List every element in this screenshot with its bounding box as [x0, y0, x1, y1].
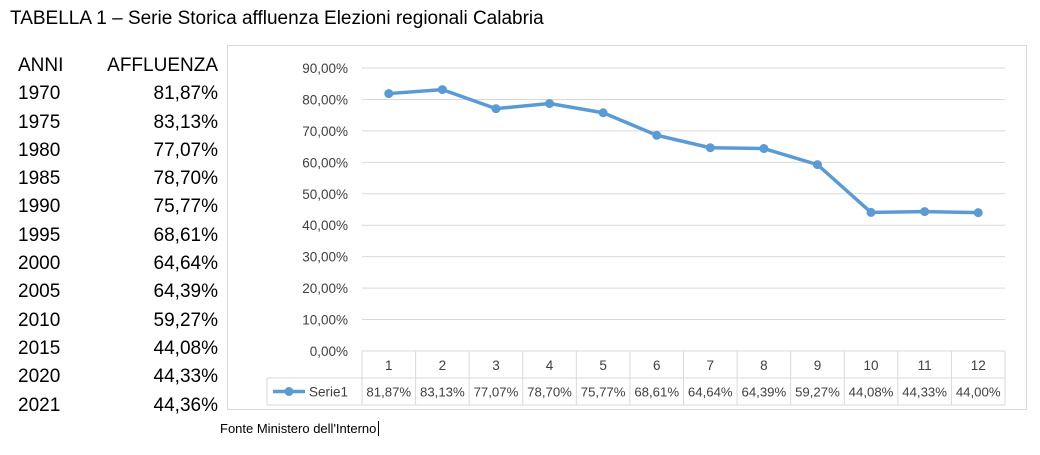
table-year: 2010 — [18, 309, 61, 331]
table-turnout: 81,87% — [153, 83, 218, 105]
x-tick-label: 6 — [653, 358, 661, 373]
table-year: 1985 — [18, 168, 61, 190]
chart: 0,00% 10,00% 20,00% 30,00% 40,00% 50,00% 60,00… — [227, 45, 1027, 410]
data-point — [866, 207, 876, 217]
table-header: ANNI AFFLUENZA — [18, 55, 218, 83]
table-row: 2005 64,39% — [18, 281, 218, 309]
x-tick-label: 11 — [918, 358, 932, 373]
table-turnout: 68,61% — [153, 224, 218, 246]
data-point — [973, 208, 983, 218]
data-point — [812, 160, 822, 170]
table-year: 1990 — [18, 196, 61, 218]
y-tick-label: 90,00% — [302, 61, 348, 76]
table-turnout: 59,27% — [153, 309, 218, 331]
x-tick-label: 12 — [971, 358, 986, 373]
x-tick-label: 10 — [864, 358, 879, 373]
chart-border — [227, 45, 1027, 410]
header-turnout: AFFLUENZA — [107, 55, 218, 76]
x-tick-label: 1 — [385, 358, 393, 373]
data-label: 78,70% — [527, 385, 572, 400]
x-tick-label: 9 — [814, 358, 822, 373]
data-label: 64,64% — [688, 385, 733, 400]
page-title: TABELLA 1 – Serie Storica affluenza Elez… — [10, 8, 544, 29]
table-row: 1970 81,87% — [18, 83, 218, 111]
table-row: 1985 78,70% — [18, 168, 218, 196]
table-turnout: 44,08% — [153, 337, 218, 359]
table-row: 1990 75,77% — [18, 196, 218, 224]
y-tick-label: 50,00% — [302, 187, 348, 202]
table-year: 1970 — [18, 83, 61, 105]
table-year: 1975 — [18, 111, 61, 133]
table-year: 2005 — [18, 281, 61, 303]
data-label: 64,39% — [742, 385, 787, 400]
data-point — [598, 108, 608, 118]
data-point — [437, 85, 447, 95]
x-tick-label: 2 — [439, 358, 447, 373]
data-label: 44,33% — [902, 385, 947, 400]
table-row: 2021 44,36% — [18, 395, 218, 423]
table-row: 1980 77,07% — [18, 140, 218, 168]
data-label: 81,87% — [366, 385, 411, 400]
table-year: 1995 — [18, 224, 61, 246]
x-tick-label: 8 — [760, 358, 768, 373]
series-line — [387, 87, 980, 215]
source-note: Fonte Ministero dell'Interno — [220, 421, 380, 436]
table-turnout: 77,07% — [153, 139, 218, 161]
table-turnout: 44,36% — [153, 394, 218, 416]
line-chart: 0,00% 10,00% 20,00% 30,00% 40,00% 50,00% 60,00… — [227, 45, 1027, 410]
table-turnout: 78,70% — [153, 168, 218, 190]
data-label: 83,13% — [420, 385, 465, 400]
table-row: 2010 59,27% — [18, 310, 218, 338]
y-tick-label: 60,00% — [302, 155, 348, 170]
y-tick-label: 70,00% — [302, 124, 348, 139]
table-row: 2000 64,64% — [18, 253, 218, 281]
table-year: 1980 — [18, 139, 61, 161]
data-label: 44,00% — [956, 385, 1001, 400]
y-tick-label: 10,00% — [302, 313, 348, 328]
data-label: 59,27% — [795, 385, 840, 400]
data-table: ANNI AFFLUENZA 1970 81,87% 1975 83,13% 1980 7… — [18, 55, 218, 423]
table-row: 1975 83,13% — [18, 112, 218, 140]
table-turnout: 44,33% — [153, 366, 218, 388]
table-turnout: 64,64% — [153, 253, 218, 275]
x-tick-label: 5 — [599, 358, 607, 373]
data-label: 75,77% — [581, 385, 626, 400]
table-row: 2020 44,33% — [18, 366, 218, 394]
y-tick-label: 20,00% — [302, 281, 348, 296]
data-label: 68,61% — [634, 385, 679, 400]
legend-marker — [284, 387, 294, 396]
y-tick-label: 40,00% — [302, 218, 348, 233]
data-label: 77,07% — [474, 385, 519, 400]
table-turnout: 75,77% — [153, 196, 218, 218]
data-point — [384, 89, 394, 99]
y-tick-label: 30,00% — [302, 250, 348, 265]
table-year: 2000 — [18, 253, 61, 275]
y-tick-label: 80,00% — [302, 92, 348, 107]
data-label: 44,08% — [849, 385, 894, 400]
data-point — [491, 104, 501, 114]
table-row: 2015 44,08% — [18, 338, 218, 366]
x-tick-label: 4 — [546, 358, 554, 373]
data-point — [705, 143, 715, 153]
data-point — [759, 144, 769, 154]
data-point — [545, 99, 555, 109]
header-years: ANNI — [18, 55, 64, 76]
y-tick-label: 0,00% — [310, 344, 348, 359]
data-point — [920, 207, 930, 217]
x-tick-label: 3 — [492, 358, 500, 373]
data-point — [652, 130, 662, 140]
legend-label: Serie1 — [309, 385, 348, 400]
table-year: 2021 — [18, 394, 61, 416]
table-year: 2020 — [18, 366, 61, 388]
table-turnout: 64,39% — [153, 281, 218, 303]
table-turnout: 83,13% — [153, 111, 218, 133]
table-row: 1995 68,61% — [18, 225, 218, 253]
table-year: 2015 — [18, 337, 61, 359]
x-tick-label: 7 — [707, 358, 715, 373]
